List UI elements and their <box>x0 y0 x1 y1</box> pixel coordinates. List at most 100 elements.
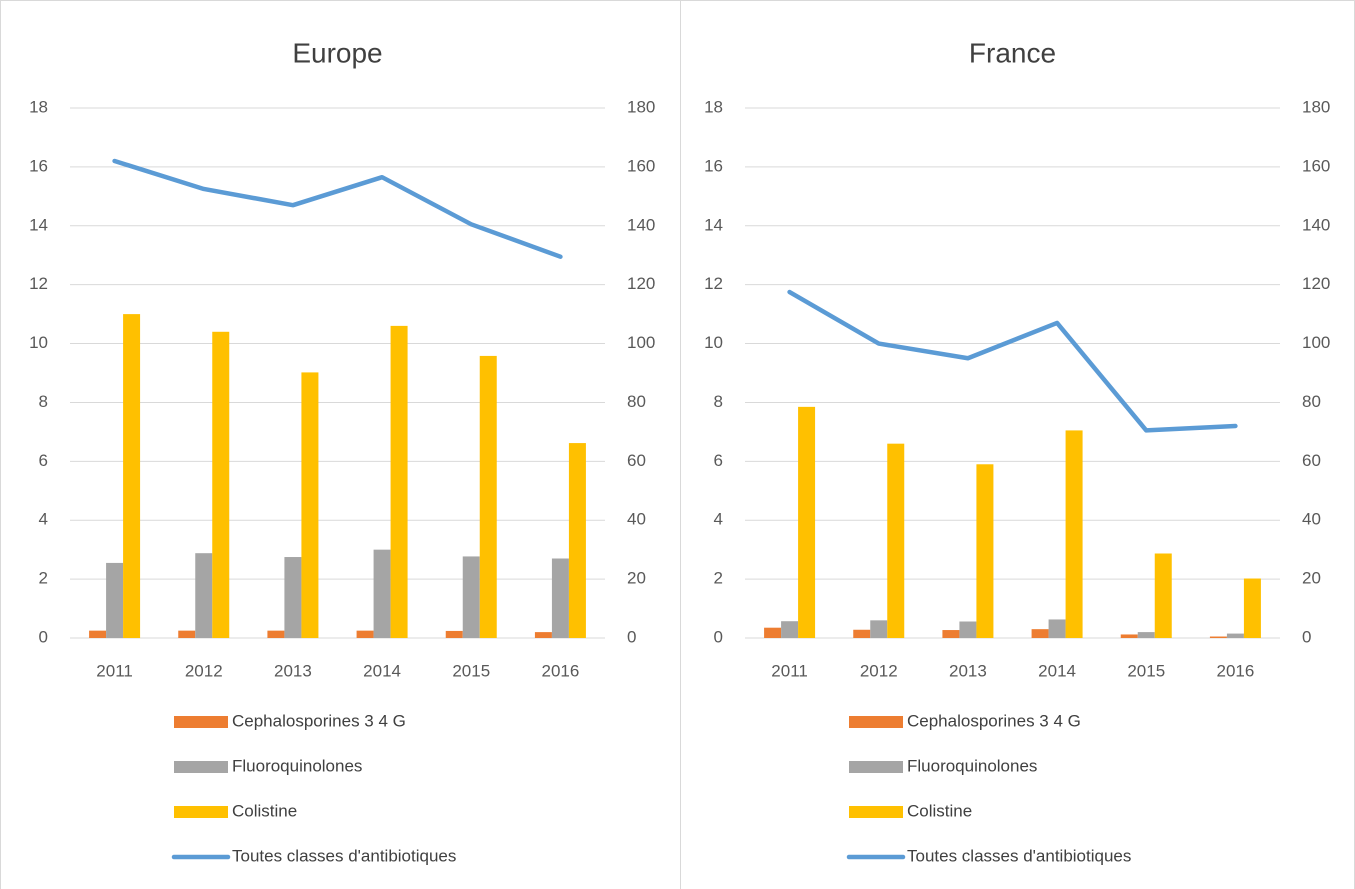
x-tick-label: 2013 <box>274 661 312 680</box>
bar <box>781 621 799 638</box>
bar <box>356 630 374 638</box>
y-tick-label: 6 <box>39 451 48 470</box>
y-tick-label: 14 <box>704 215 723 234</box>
bar <box>267 630 285 638</box>
x-tick-label: 2013 <box>949 661 987 680</box>
y2-tick-label: 140 <box>627 215 655 234</box>
bar <box>390 325 408 638</box>
chart-title: France <box>969 37 1056 68</box>
y2-tick-label: 160 <box>1302 156 1330 175</box>
y2-tick-label: 140 <box>1302 215 1330 234</box>
legend-swatch <box>849 761 903 773</box>
bar <box>479 355 497 638</box>
x-tick-label: 2014 <box>363 661 401 680</box>
y2-tick-label: 40 <box>1302 510 1321 529</box>
bar <box>942 630 960 638</box>
bar <box>959 621 977 638</box>
bar <box>551 558 569 638</box>
y-tick-label: 12 <box>29 274 48 293</box>
y2-tick-label: 40 <box>627 510 646 529</box>
line <box>112 158 563 259</box>
legend-label: Cephalosporines 3 4 G <box>907 711 1081 730</box>
legend-label: Cephalosporines 3 4 G <box>232 711 406 730</box>
bar <box>301 372 319 638</box>
legend-label: Toutes classes d'antibiotiques <box>232 846 456 865</box>
bar <box>445 630 463 638</box>
legend-swatch <box>849 806 903 818</box>
bar <box>106 562 124 638</box>
y-tick-label: 4 <box>39 510 48 529</box>
bar <box>1031 629 1049 638</box>
legend-label: Fluoroquinolones <box>907 756 1037 775</box>
bar <box>1120 634 1138 638</box>
y2-tick-label: 180 <box>627 97 655 116</box>
y2-tick-label: 0 <box>627 627 636 646</box>
x-tick-label: 2014 <box>1038 661 1076 680</box>
chart-title: Europe <box>292 37 382 68</box>
y2-tick-label: 180 <box>1302 97 1330 116</box>
y-tick-label: 10 <box>29 333 48 352</box>
bar <box>568 443 586 638</box>
x-tick-label: 2016 <box>1217 661 1255 680</box>
bar <box>887 443 905 638</box>
y2-tick-label: 60 <box>1302 451 1321 470</box>
bar <box>212 331 230 638</box>
bar <box>373 549 391 638</box>
bar <box>1137 632 1155 638</box>
y-tick-label: 18 <box>29 97 48 116</box>
bar <box>870 620 888 638</box>
bar <box>462 556 480 638</box>
y-tick-label: 16 <box>704 156 723 175</box>
y2-tick-label: 100 <box>1302 333 1330 352</box>
y2-tick-label: 80 <box>1302 392 1321 411</box>
bar <box>1048 619 1066 638</box>
x-tick-label: 2015 <box>452 661 490 680</box>
bar <box>195 553 213 638</box>
y2-tick-label: 160 <box>627 156 655 175</box>
y2-tick-label: 100 <box>627 333 655 352</box>
bar <box>89 630 107 638</box>
y2-tick-label: 60 <box>627 451 646 470</box>
bar <box>1209 636 1227 638</box>
y2-tick-label: 20 <box>627 569 646 588</box>
legend-label: Toutes classes d'antibiotiques <box>907 846 1131 865</box>
legend-label: Colistine <box>232 801 297 820</box>
y-tick-label: 18 <box>704 97 723 116</box>
y2-tick-label: 120 <box>627 274 655 293</box>
x-tick-label: 2011 <box>771 661 808 680</box>
y-tick-label: 2 <box>714 569 723 588</box>
legend-swatch <box>174 761 228 773</box>
bar <box>976 464 994 638</box>
bar <box>123 314 141 638</box>
x-tick-label: 2012 <box>860 661 898 680</box>
bar <box>798 406 816 638</box>
x-tick-label: 2015 <box>1127 661 1165 680</box>
legend-label: Colistine <box>907 801 972 820</box>
y2-tick-label: 80 <box>627 392 646 411</box>
bar <box>764 627 782 638</box>
y-tick-label: 2 <box>39 569 48 588</box>
x-tick-label: 2012 <box>185 661 223 680</box>
x-tick-label: 2011 <box>96 661 133 680</box>
bar <box>284 557 302 638</box>
y-tick-label: 14 <box>29 215 48 234</box>
y-tick-label: 4 <box>714 510 723 529</box>
y2-tick-label: 0 <box>1302 627 1311 646</box>
y2-tick-label: 20 <box>1302 569 1321 588</box>
y-tick-label: 8 <box>39 392 48 411</box>
bar <box>1154 553 1172 638</box>
bar <box>853 629 871 638</box>
legend-swatch <box>849 716 903 728</box>
y-tick-label: 0 <box>39 627 48 646</box>
legend-swatch <box>174 806 228 818</box>
y-tick-label: 12 <box>704 274 723 293</box>
bar <box>1065 430 1083 638</box>
y-tick-label: 10 <box>704 333 723 352</box>
legend-label: Fluoroquinolones <box>232 756 362 775</box>
legend-swatch <box>174 716 228 728</box>
y-tick-label: 8 <box>714 392 723 411</box>
x-tick-label: 2016 <box>542 661 580 680</box>
y-tick-label: 6 <box>714 451 723 470</box>
